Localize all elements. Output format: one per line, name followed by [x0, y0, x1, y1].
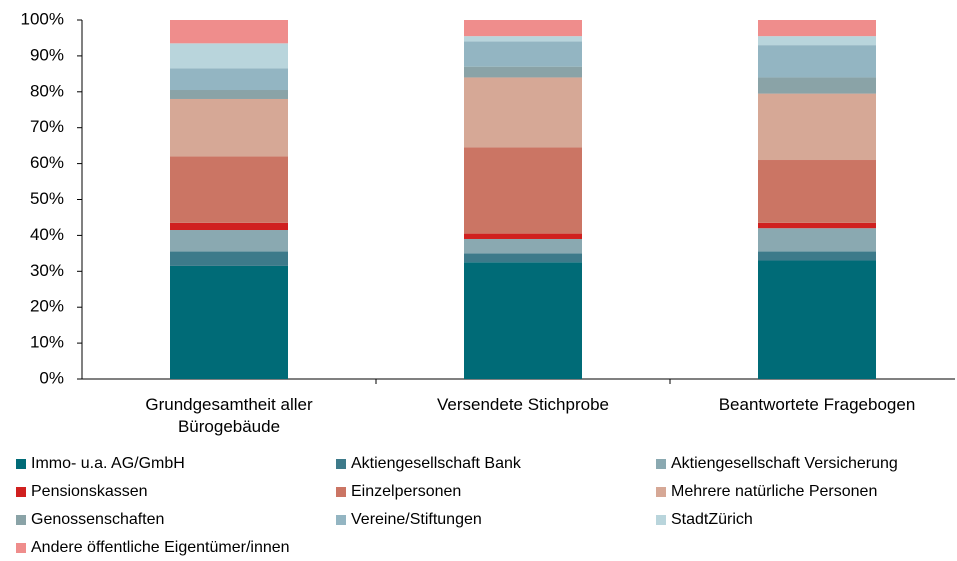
- legend-label: StadtZürich: [671, 511, 753, 528]
- bar-segment: [464, 238, 582, 254]
- legend-label: Aktiengesellschaft Versicherung: [671, 455, 898, 472]
- bar-segment: [758, 251, 876, 261]
- y-tick-label: 100%: [21, 9, 64, 28]
- bar-segment: [758, 222, 876, 229]
- y-tick-label: 0%: [39, 368, 64, 387]
- bar-segment: [170, 20, 288, 44]
- bar-segment: [758, 45, 876, 78]
- y-tick-label: 60%: [30, 153, 64, 172]
- y-tick-label: 70%: [30, 117, 64, 136]
- legend-label: Mehrere natürliche Personen: [671, 483, 877, 500]
- x-tick-label: Grundgesamtheit aller Bürogebäude: [145, 395, 313, 436]
- legend-label: Immo- u.a. AG/GmbH: [31, 455, 185, 472]
- bar-segment: [464, 36, 582, 42]
- y-tick-label: 20%: [30, 297, 64, 316]
- legend-swatch: [656, 515, 666, 525]
- legend-swatch: [336, 459, 346, 469]
- legend-swatch: [656, 459, 666, 469]
- bar-segment: [758, 160, 876, 223]
- bar-segment: [464, 20, 582, 37]
- y-tick-label: 90%: [30, 45, 64, 64]
- bar-segment: [464, 66, 582, 78]
- legend-label: Genossenschaften: [31, 511, 164, 528]
- bar-segment: [758, 228, 876, 252]
- bar-segment: [758, 36, 876, 46]
- y-tick-label: 80%: [30, 81, 64, 100]
- legend-swatch: [16, 459, 26, 469]
- bar-segment: [758, 93, 876, 161]
- legend: Immo- u.a. AG/GmbH Aktiengesellschaft Ban…: [16, 455, 898, 556]
- legend-swatch: [336, 515, 346, 525]
- bar-segment: [170, 222, 288, 231]
- legend-swatch: [656, 487, 666, 497]
- y-tick-label: 40%: [30, 225, 64, 244]
- bar-segment: [464, 77, 582, 148]
- legend-label: Vereine/Stiftungen: [351, 511, 482, 528]
- y-tick-label: 10%: [30, 333, 64, 352]
- legend-label: Andere öffentliche Eigentümer/innen: [31, 539, 290, 556]
- bar-segment: [170, 251, 288, 266]
- bar-segment: [170, 98, 288, 157]
- legend-label: Pensionskassen: [31, 483, 148, 500]
- bar-segment: [170, 90, 288, 99]
- y-tick-label: 30%: [30, 261, 64, 280]
- legend-label: Einzelpersonen: [351, 483, 461, 500]
- bar-segment: [464, 147, 582, 234]
- bar-segment: [170, 230, 288, 252]
- legend-swatch: [16, 487, 26, 497]
- y-tick-label: 50%: [30, 189, 64, 208]
- legend-swatch: [336, 487, 346, 497]
- bar-segment: [758, 77, 876, 94]
- x-tick-label: Beantwortete Fragebogen: [718, 395, 916, 414]
- bar-segment: [170, 265, 288, 379]
- legend-swatch: [16, 543, 26, 553]
- legend-swatch: [16, 515, 26, 525]
- bar-segment: [758, 20, 876, 37]
- legend-label: Aktiengesellschaft Bank: [351, 455, 522, 472]
- bar-segment: [170, 43, 288, 69]
- x-tick-label: Versendete Stichprobe: [436, 395, 609, 414]
- bar-segment: [464, 233, 582, 239]
- bar-segment: [170, 68, 288, 91]
- bar-segment: [758, 260, 876, 379]
- bar-segment: [464, 253, 582, 263]
- bar-segment: [170, 156, 288, 223]
- bar-segment: [464, 262, 582, 379]
- bar-segment: [464, 41, 582, 67]
